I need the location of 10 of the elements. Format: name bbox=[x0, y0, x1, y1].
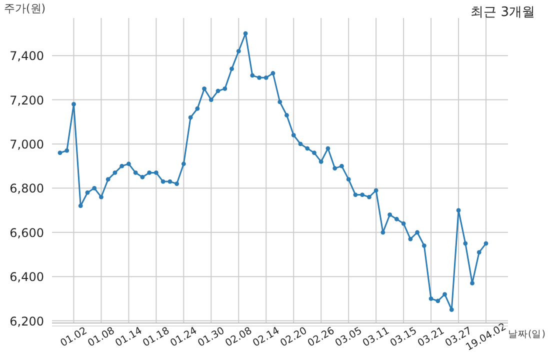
y-tick-label: 6,400 bbox=[10, 270, 44, 284]
chart-title: 최근 3개월 bbox=[470, 5, 535, 20]
y-tick-label: 7,400 bbox=[10, 49, 44, 64]
x-axis-title: 날짜(일) bbox=[508, 329, 546, 340]
y-tick-label: 7,000 bbox=[10, 137, 44, 152]
y-tick-label: 6,600 bbox=[10, 226, 44, 240]
y-tick-label: 7,200 bbox=[10, 93, 44, 108]
y-tick-label: 6,200 bbox=[10, 314, 44, 328]
y-tick-label: 6,800 bbox=[10, 182, 44, 196]
y-axis-title: 주가(원) bbox=[4, 2, 46, 15]
